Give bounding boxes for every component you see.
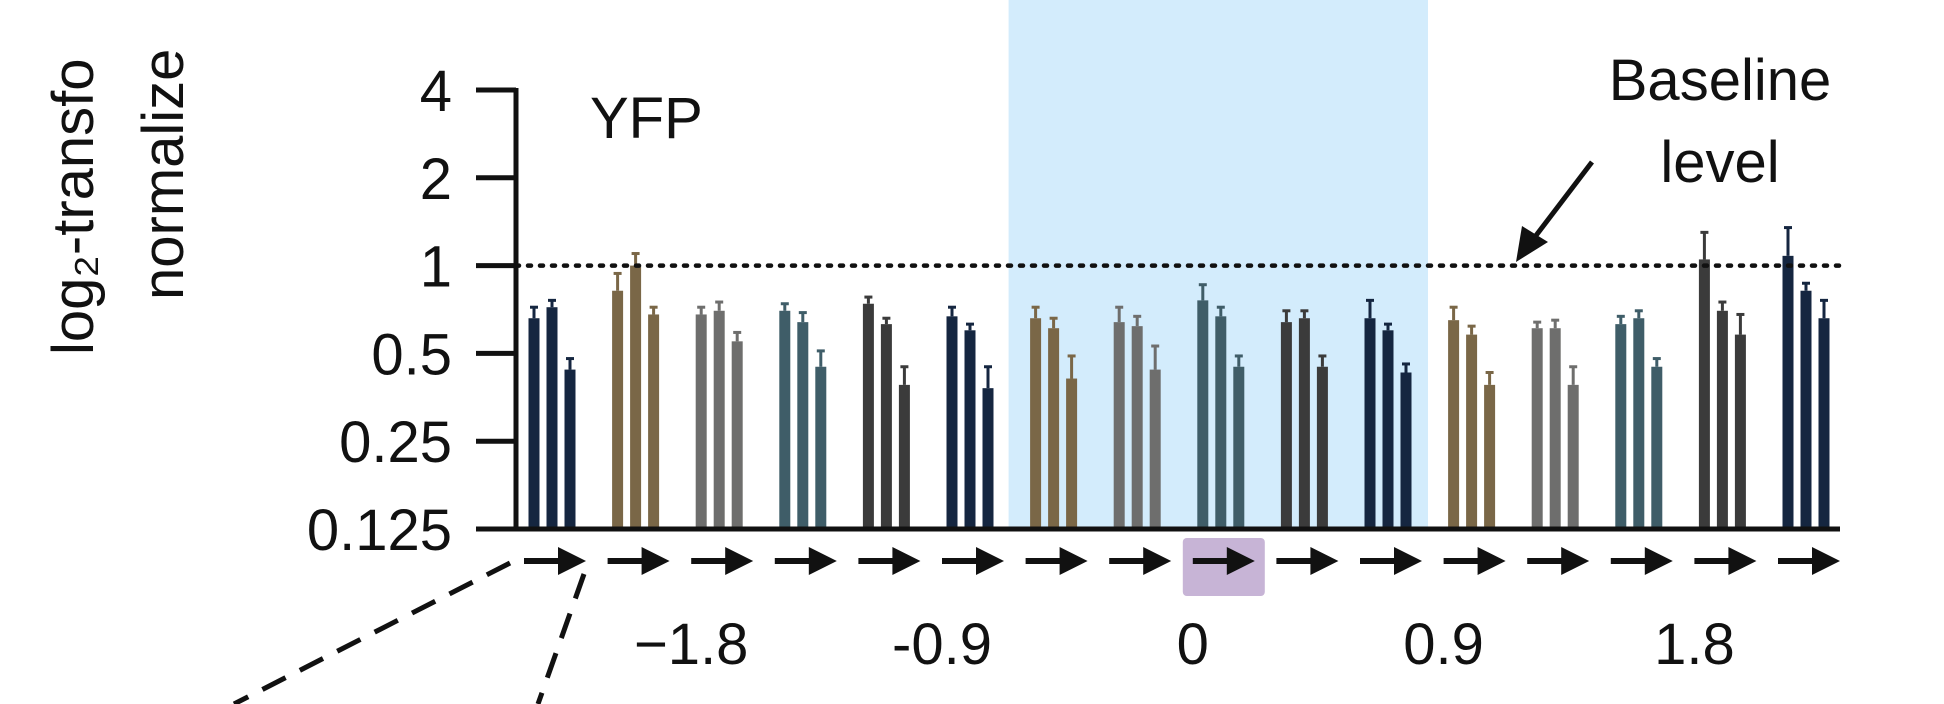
arrow-icon <box>774 547 837 575</box>
bar-g15-2 <box>1716 310 1728 529</box>
bar-g16-2 <box>1800 290 1812 529</box>
bar-g14-3 <box>1651 366 1663 529</box>
x-tick-label-5: 1.8 <box>1654 612 1735 677</box>
bar-g4-2 <box>797 322 809 529</box>
bar-g9-1 <box>1197 300 1209 529</box>
bar-g11-2 <box>1382 330 1394 529</box>
arrow-icon <box>1443 547 1506 575</box>
bar-g7-1 <box>1030 318 1042 529</box>
bar-g15-1 <box>1698 259 1710 529</box>
y-tick-label-3: 1 <box>420 235 452 300</box>
bar-g10-2 <box>1298 318 1310 529</box>
bar-g4-1 <box>779 310 791 529</box>
bar-g13-3 <box>1567 384 1579 529</box>
bar-g13-2 <box>1549 328 1561 529</box>
bar-g12-2 <box>1466 334 1478 529</box>
bar-g6-3 <box>982 388 994 529</box>
bar-g2-2 <box>630 265 642 529</box>
x-tick-label-4: 0.9 <box>1403 612 1484 677</box>
baseline-arrow-shaft <box>1526 160 1594 248</box>
bar-g9-3 <box>1233 366 1245 529</box>
x-tick-label-3: 0 <box>1177 612 1209 677</box>
y-tick-label-2: 2 <box>420 147 452 212</box>
arrow-icon <box>1360 547 1422 575</box>
zoom-guide-line-left <box>232 560 512 704</box>
y-axis-label-line-1: log₂-transfo <box>41 58 106 355</box>
bar-g3-3 <box>731 341 743 529</box>
baseline-arrow-head <box>1516 226 1548 262</box>
arrow-icon <box>691 547 754 575</box>
arrow-icon <box>942 547 1004 575</box>
x-axis: −1.8 -0.9 0 0.9 1.8 <box>476 526 1840 677</box>
bar-g2-3 <box>648 314 660 529</box>
bar-g5-1 <box>862 303 874 529</box>
bar-g7-3 <box>1066 378 1078 529</box>
bar-g5-2 <box>880 324 892 529</box>
baseline-label-line-2: level <box>1660 130 1779 195</box>
bar-g11-3 <box>1400 372 1412 529</box>
bar-g16-1 <box>1782 255 1794 530</box>
y-axis-label: log₂-transfo normalize <box>41 49 196 355</box>
bar-g14-2 <box>1633 318 1645 529</box>
arrow-icon <box>1694 547 1757 575</box>
bar-g1-1 <box>528 318 540 529</box>
x-tick-label-1: −1.8 <box>634 612 749 677</box>
bar-g11-1 <box>1364 318 1376 529</box>
bar-g1-3 <box>564 369 576 529</box>
bar-g15-3 <box>1734 334 1746 529</box>
baseline-label-line-1: Baseline <box>1609 48 1831 113</box>
y-axis: 4 2 1 0.5 0.25 0.125 <box>307 59 519 563</box>
bar-g8-2 <box>1131 326 1143 529</box>
arrow-icon <box>1025 547 1088 575</box>
bar-g7-2 <box>1048 328 1060 529</box>
bar-g13-1 <box>1531 328 1543 529</box>
bars-layer <box>528 226 1830 530</box>
bar-g3-1 <box>695 314 707 529</box>
chart-title: YFP <box>590 86 703 151</box>
bar-g6-2 <box>964 330 976 529</box>
arrow-icon <box>524 547 586 575</box>
bar-g12-1 <box>1448 320 1460 529</box>
bar-g2-1 <box>612 290 624 529</box>
bar-g4-3 <box>815 366 827 529</box>
bar-g16-3 <box>1818 318 1830 529</box>
bar-g3-2 <box>713 310 725 529</box>
arrow-icon <box>1527 547 1590 575</box>
y-tick-label-4: 0.5 <box>371 322 452 387</box>
bar-g8-1 <box>1113 322 1125 529</box>
arrow-icon <box>1192 547 1255 575</box>
bar-g12-3 <box>1484 384 1496 529</box>
arrow-icon <box>1276 547 1339 575</box>
arrow-icon <box>858 547 921 575</box>
y-tick-label-5: 0.25 <box>339 410 452 475</box>
y-tick-label-1: 4 <box>420 59 452 124</box>
y-tick-label-6: 0.125 <box>307 498 452 563</box>
bar-g14-1 <box>1615 324 1627 529</box>
bar-g10-3 <box>1316 366 1328 529</box>
arrow-icon <box>1778 547 1840 575</box>
arrow-icon <box>1610 547 1673 575</box>
x-tick-label-2: -0.9 <box>892 612 992 677</box>
bar-g9-2 <box>1215 316 1227 529</box>
arrow-icon <box>1109 547 1172 575</box>
bar-g8-3 <box>1149 369 1161 529</box>
highlight-marker <box>1182 538 1265 596</box>
bar-g5-3 <box>898 384 910 529</box>
bar-g10-1 <box>1280 322 1292 529</box>
zoom-guide-line-right <box>535 573 587 704</box>
bar-g1-2 <box>546 307 558 529</box>
y-axis-label-line-2: normalize <box>131 49 196 300</box>
arrow-icon <box>607 547 670 575</box>
bar-g6-1 <box>946 316 958 529</box>
